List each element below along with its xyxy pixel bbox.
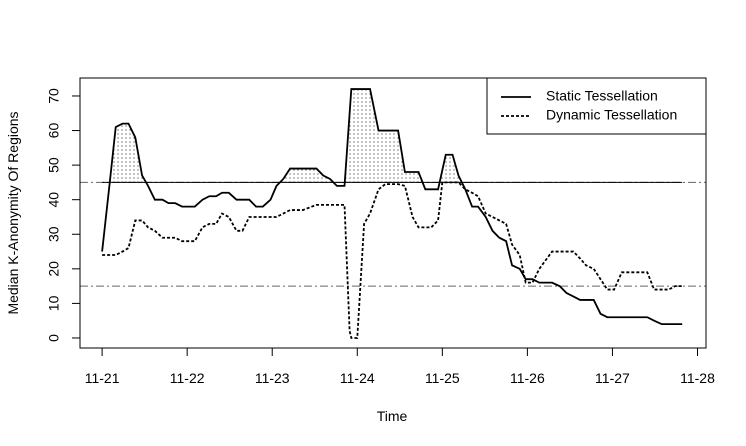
line-series bbox=[102, 181, 683, 339]
legend-label: Static Tessellation bbox=[546, 88, 658, 104]
y-tick-label: 50 bbox=[46, 157, 62, 173]
x-tick-label: 11-27 bbox=[595, 370, 630, 386]
x-tick-label: 11-24 bbox=[340, 370, 375, 386]
x-tick-label: 11-22 bbox=[170, 370, 205, 386]
y-tick-label: 10 bbox=[46, 295, 62, 311]
y-tick-label: 70 bbox=[46, 88, 62, 104]
y-tick-label: 20 bbox=[46, 261, 62, 277]
y-tick-label: 60 bbox=[46, 123, 62, 139]
x-tick-label: 11-25 bbox=[425, 370, 460, 386]
y-tick-label: 40 bbox=[46, 192, 62, 208]
legend-label: Dynamic Tessellation bbox=[546, 107, 677, 123]
x-tick-label: 11-21 bbox=[85, 370, 120, 386]
line-series bbox=[101, 88, 683, 326]
x-tick-label: 11-23 bbox=[255, 370, 290, 386]
y-tick-label: 0 bbox=[46, 334, 62, 342]
x-tick-label: 11-26 bbox=[510, 370, 545, 386]
x-axis-title: Time bbox=[377, 408, 408, 424]
y-tick-label: 30 bbox=[46, 226, 62, 242]
legend-box bbox=[486, 77, 707, 135]
y-axis-title: Median K-Anonymity Of Regions bbox=[5, 111, 21, 314]
x-tick-label: 11-28 bbox=[680, 370, 715, 386]
shaded-area bbox=[102, 89, 683, 183]
